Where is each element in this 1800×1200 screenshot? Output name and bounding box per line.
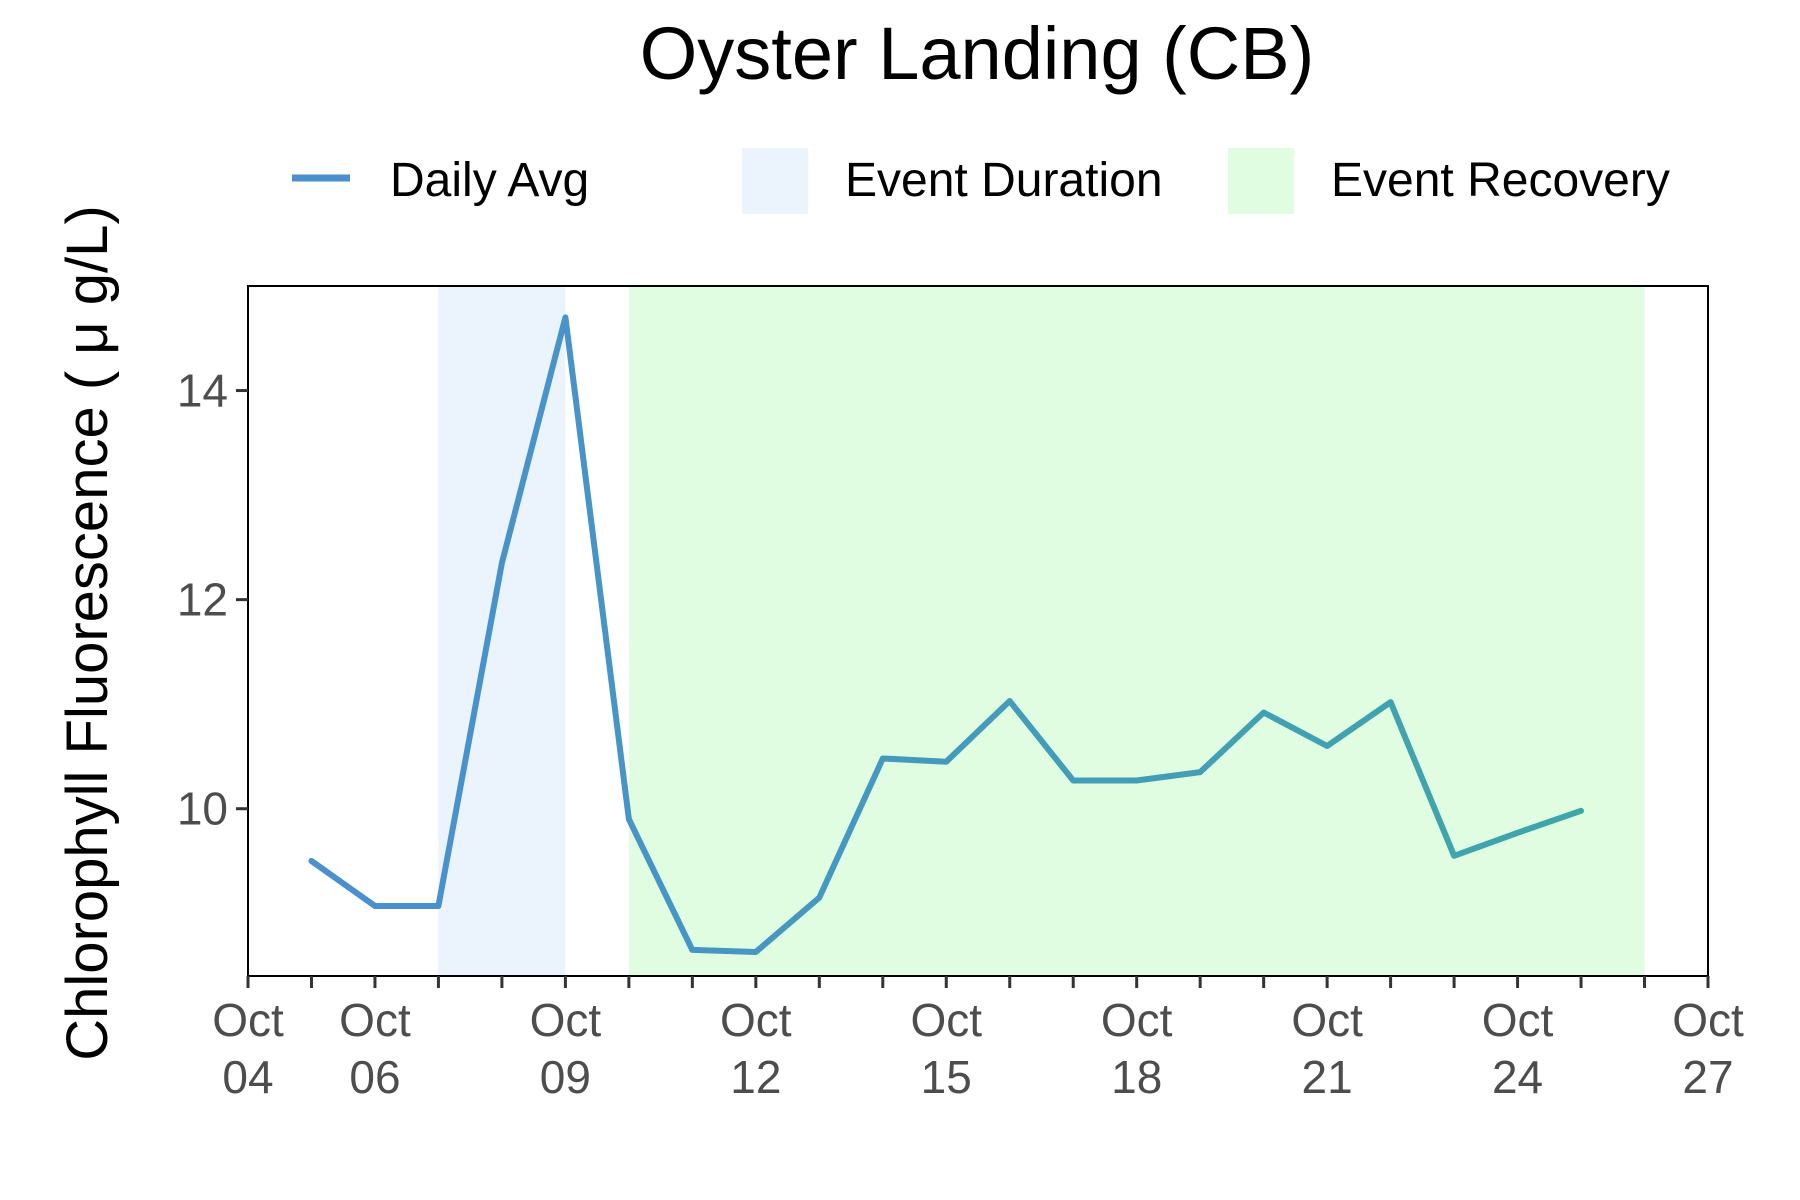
y-axis: 10 12 14 — [177, 365, 248, 835]
y-tick-label: 12 — [177, 574, 228, 626]
legend-label-event-recovery: Event Recovery — [1331, 154, 1670, 207]
y-axis-label: Chlorophyll Fluorescence ( μ g/L) — [55, 205, 120, 1060]
chart-title: Oyster Landing (CB) — [640, 12, 1315, 95]
x-tick-label: Oct 21 — [1291, 994, 1363, 1103]
series-line-daily-avg — [308, 314, 1584, 955]
plot-border — [247, 285, 1709, 977]
legend-label-event-duration: Event Duration — [845, 154, 1163, 207]
y-tick-label: 14 — [177, 365, 228, 417]
x-tick-label: Oct 27 — [1672, 994, 1744, 1103]
x-tick-label: Oct 12 — [720, 994, 792, 1103]
x-tick-label: Oct 15 — [910, 994, 982, 1103]
plot-area — [247, 285, 1709, 977]
legend-key-event-recovery — [1228, 148, 1294, 214]
legend-label-daily-avg: Daily Avg — [390, 154, 589, 207]
x-tick-label: Oct 24 — [1482, 994, 1554, 1103]
x-tick-label: Oct 18 — [1101, 994, 1173, 1103]
shaded-region-event-recovery — [628, 286, 1645, 976]
x-tick-label: Oct 04 — [212, 994, 284, 1103]
legend-key-event-duration — [742, 148, 808, 214]
x-tick-label: Oct 06 — [339, 994, 411, 1103]
x-axis: Oct 04 Oct 06 Oct 09 Oct 12 Oct 15 Oct 18 Oct 21 Oct 24… — [212, 976, 1744, 1103]
legend: Daily Avg Event Duration Event Recovery — [292, 148, 1670, 214]
x-tick-label: Oct 09 — [530, 994, 602, 1103]
y-tick-label: 10 — [177, 783, 228, 835]
